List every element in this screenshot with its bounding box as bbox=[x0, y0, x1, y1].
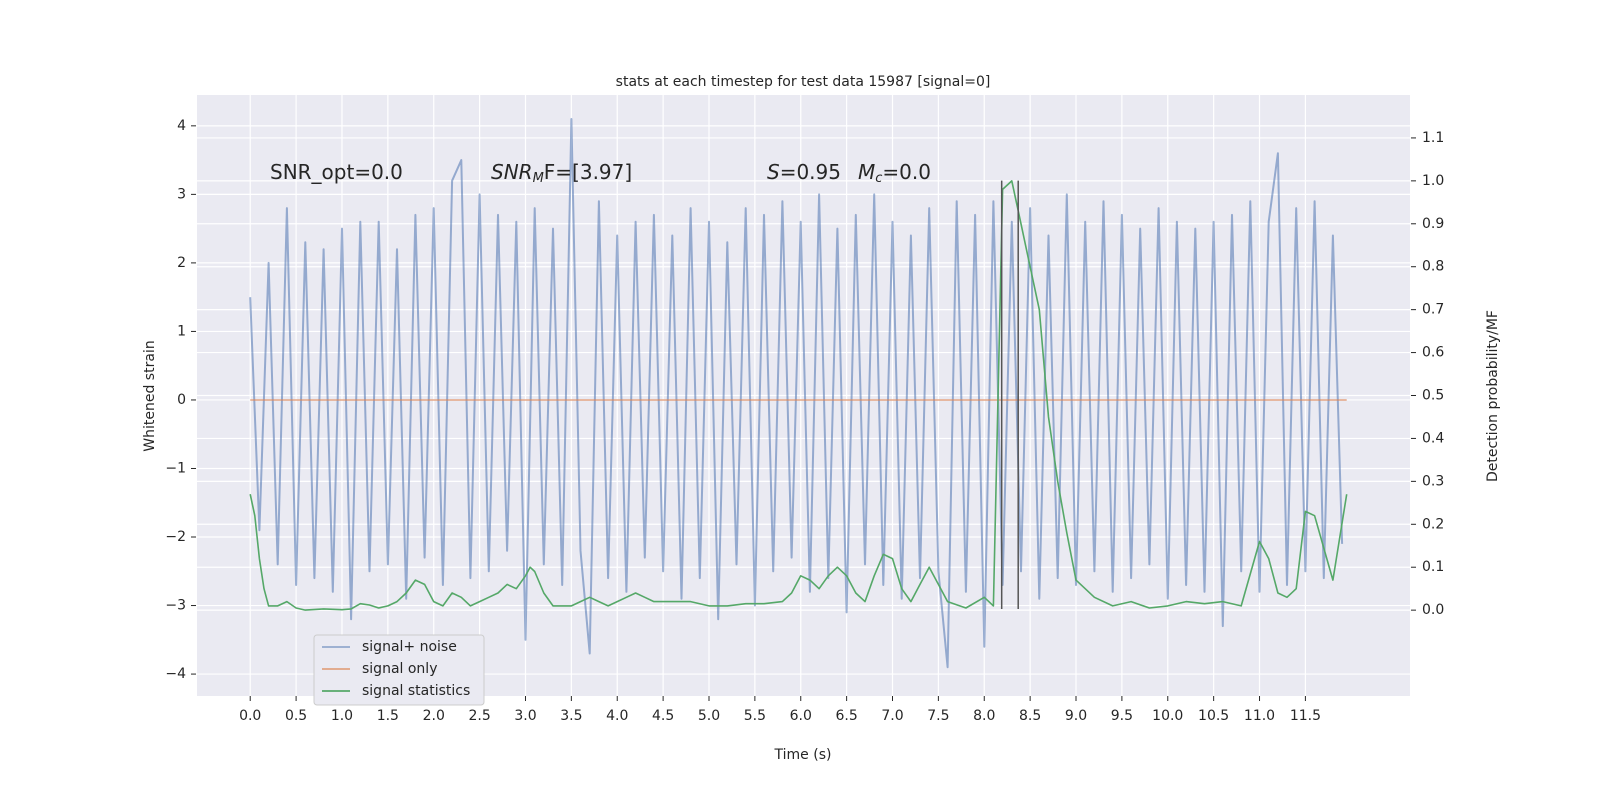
annotation: Mc=0.0 bbox=[858, 160, 931, 186]
x-tick-label: 7.5 bbox=[927, 708, 949, 724]
y2-tick-label: 0.2 bbox=[1422, 516, 1444, 532]
x-tick-label: 5.0 bbox=[698, 708, 720, 724]
y2-tick-label: 1.1 bbox=[1422, 130, 1444, 146]
series-line bbox=[249, 118, 1344, 669]
legend-label: signal only bbox=[362, 661, 437, 677]
y-tick-label: 1 bbox=[177, 323, 186, 339]
chart-title: stats at each timestep for test data 159… bbox=[616, 74, 991, 90]
legend-box bbox=[313, 634, 485, 706]
annotation: SNR_opt=0.0 bbox=[270, 160, 403, 184]
x-tick-label: 3.5 bbox=[560, 708, 582, 724]
x-tick-label: 2.5 bbox=[468, 708, 490, 724]
x-tick-label: 7.0 bbox=[881, 708, 903, 724]
x-tick-label: 8.5 bbox=[1019, 708, 1041, 724]
y2-tick-label: 1.0 bbox=[1422, 173, 1444, 189]
x-tick-label: 6.0 bbox=[790, 708, 812, 724]
y2-tick-label: 0.8 bbox=[1422, 259, 1444, 275]
annotation-part: M bbox=[533, 171, 544, 186]
x-tick-label: 9.5 bbox=[1111, 708, 1133, 724]
series-line bbox=[249, 180, 1348, 611]
annotation-part: SNR bbox=[491, 160, 533, 184]
annotation-part: SNR_opt=0.0 bbox=[270, 160, 403, 184]
y-tick-label: 2 bbox=[177, 255, 186, 271]
y-tick-label: −1 bbox=[165, 460, 186, 476]
annotation-part: S bbox=[767, 160, 780, 184]
x-tick-label: 3.0 bbox=[514, 708, 536, 724]
x-tick-label: 1.0 bbox=[331, 708, 353, 724]
y2-tick-label: 0.0 bbox=[1422, 602, 1444, 618]
y2-axis-label: Detection probability/MF bbox=[1485, 310, 1501, 482]
x-axis-label: Time (s) bbox=[774, 747, 832, 763]
y-tick-label: 0 bbox=[177, 392, 186, 408]
annotation: S=0.95 bbox=[767, 160, 841, 184]
x-tick-label: 8.0 bbox=[973, 708, 995, 724]
annotation-part: F=[3.97] bbox=[544, 160, 632, 184]
legend-label: signal statistics bbox=[362, 683, 470, 699]
y2-tick-label: 0.4 bbox=[1422, 430, 1444, 446]
y-tick-label: −4 bbox=[165, 666, 186, 682]
x-tick-label: 9.0 bbox=[1065, 708, 1087, 724]
annotation-part: =0.95 bbox=[780, 160, 841, 184]
annotation-part: =0.0 bbox=[882, 160, 931, 184]
y2-tick-label: 0.3 bbox=[1422, 473, 1444, 489]
x-tick-label: 10.5 bbox=[1198, 708, 1229, 724]
annotation-part: c bbox=[875, 171, 882, 186]
y-tick-label: 3 bbox=[177, 186, 186, 202]
legend: signal+ noise signal only signal statistic… bbox=[313, 634, 485, 706]
y2-tick-label: 0.7 bbox=[1422, 302, 1444, 318]
x-tick-label: 4.0 bbox=[606, 708, 628, 724]
x-tick-label: 0.5 bbox=[285, 708, 307, 724]
x-tick-label: 11.5 bbox=[1290, 708, 1321, 724]
y2-tick-label: 0.5 bbox=[1422, 388, 1444, 404]
y2-tick-label: 0.9 bbox=[1422, 216, 1444, 232]
x-tick-label: 4.5 bbox=[652, 708, 674, 724]
x-tick-label: 0.0 bbox=[239, 708, 261, 724]
x-tick-label: 2.0 bbox=[423, 708, 445, 724]
y2-tick-label: 0.6 bbox=[1422, 345, 1444, 361]
x-tick-label: 10.0 bbox=[1152, 708, 1183, 724]
legend-label: signal+ noise bbox=[362, 639, 457, 655]
x-tick-label: 5.5 bbox=[744, 708, 766, 724]
x-tick-label: 11.0 bbox=[1244, 708, 1275, 724]
y-axis-label: Whitened strain bbox=[142, 340, 158, 451]
y-tick-label: 4 bbox=[177, 118, 186, 134]
y2-tick-label: 0.1 bbox=[1422, 559, 1444, 575]
annotation-part: M bbox=[858, 160, 875, 184]
y-tick-label: −3 bbox=[165, 598, 186, 614]
y-tick-label: −2 bbox=[165, 529, 186, 545]
annotation: SNRMF=[3.97] bbox=[491, 160, 632, 186]
x-tick-label: 1.5 bbox=[377, 708, 399, 724]
x-tick-label: 6.5 bbox=[835, 708, 857, 724]
